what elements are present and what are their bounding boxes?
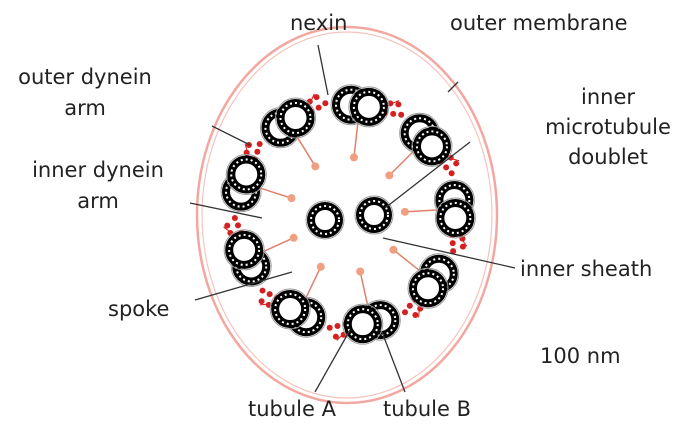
spoke-head (356, 267, 364, 275)
dynein-arm (398, 112, 404, 118)
dynein-arm (449, 170, 455, 176)
dynein-arm (402, 309, 408, 315)
pointer (382, 332, 405, 392)
dynein-arm (235, 222, 241, 228)
spoke-head (401, 208, 409, 216)
label-outer-dynein-arm: arm (64, 96, 106, 120)
label-outer-membrane: outer membrane (450, 11, 628, 35)
spoke (393, 250, 419, 270)
dynein-arm (259, 298, 265, 304)
pointer (212, 126, 250, 145)
dynein-arm (254, 149, 260, 155)
dynein-arm (407, 303, 413, 309)
spoke-head (287, 194, 295, 202)
label-inner-sheath: inner sheath (520, 257, 652, 281)
axoneme-diagram: nexin outer membrane outer dynein arm in… (0, 0, 698, 424)
axoneme-parts (221, 85, 475, 344)
dynein-arm (443, 164, 449, 170)
spoke-head (317, 263, 325, 271)
label-inner-microtubule-doublet: microtubule (545, 115, 671, 139)
dynein-arm (412, 312, 418, 318)
dynein-arm (322, 100, 328, 106)
label-tubule-a: tubule A (248, 397, 337, 421)
dynein-arm (260, 288, 266, 294)
spoke (306, 267, 320, 297)
label-inner-dynein-arm: inner dynein (32, 158, 164, 182)
spoke (354, 124, 358, 158)
spoke-head (350, 153, 358, 161)
label-inner-dynein-arm: arm (77, 189, 119, 213)
spoke (264, 238, 293, 251)
dynein-arm (316, 105, 322, 111)
label-nexin: nexin (290, 11, 347, 35)
dynein-arm (314, 94, 320, 100)
dynein-arm (267, 291, 273, 297)
spoke (405, 210, 437, 212)
pointer (318, 45, 328, 95)
dynein-arm (335, 323, 341, 329)
label-outer-dynein-arm: outer dynein (18, 65, 152, 89)
spoke-head (311, 162, 319, 170)
spoke (261, 188, 292, 198)
label-inner-microtubule-doublet: doublet (568, 145, 648, 169)
spoke-head (385, 171, 393, 179)
dynein-arm (395, 101, 401, 107)
spoke (298, 138, 315, 166)
pointer (315, 330, 350, 392)
spoke-head (389, 246, 397, 254)
spoke (389, 152, 412, 175)
spoke (360, 271, 367, 304)
label-inner-microtubule-doublet: inner (581, 85, 635, 109)
dynein-arm (450, 240, 456, 246)
dynein-arm (453, 160, 459, 166)
spoke-head (290, 234, 298, 242)
label-spoke: spoke (108, 297, 169, 321)
dynein-arm (232, 215, 238, 221)
dynein-arm (390, 111, 396, 117)
dynein-arm (257, 141, 263, 147)
label-scale: 100 nm (540, 344, 621, 368)
label-tubule-b: tubule B (383, 397, 471, 421)
dynein-arm (327, 325, 333, 331)
